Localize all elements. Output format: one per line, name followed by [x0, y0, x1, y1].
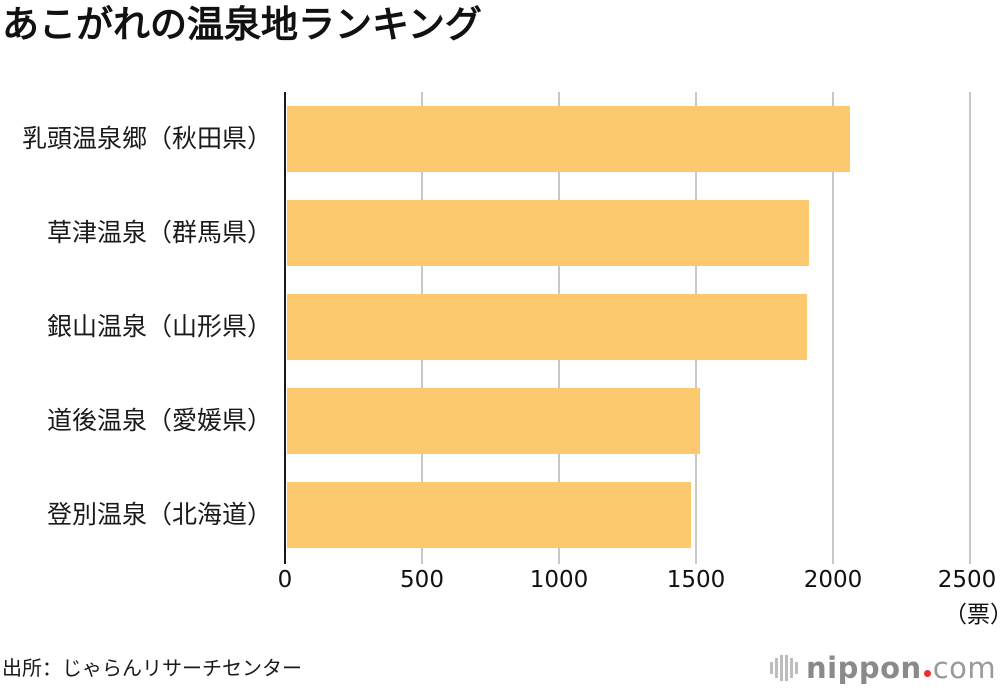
logo-text-tld: com	[932, 651, 997, 685]
bar	[287, 200, 809, 266]
category-label: 草津温泉（群馬県）	[46, 218, 272, 247]
bar	[287, 106, 850, 172]
x-tick-label: 500	[400, 567, 444, 593]
bar	[287, 388, 701, 454]
x-tick-label: 1500	[666, 567, 726, 593]
category-label: 乳頭温泉郷（秋田県）	[21, 124, 272, 153]
gridline-2500	[969, 92, 971, 564]
category-label: 道後温泉（愛媛県）	[46, 406, 272, 435]
category-label: 銀山温泉（山形県）	[46, 312, 272, 341]
y-axis-line	[284, 92, 286, 564]
logo-text-main: nippon	[806, 651, 922, 685]
gridline-2000	[832, 92, 834, 564]
sound-wave-icon	[770, 655, 798, 681]
bar	[287, 294, 808, 360]
x-tick-label: 2500	[937, 567, 997, 593]
logo-dot	[923, 670, 931, 677]
bar	[287, 482, 692, 548]
x-tick-label: 2000	[803, 567, 863, 593]
nippon-logo: nippon com	[770, 650, 996, 686]
x-tick-label: 1000	[529, 567, 589, 593]
x-axis-unit-label: （票）	[944, 602, 1000, 628]
category-label: 登別温泉（北海道）	[46, 500, 272, 529]
x-tick-label: 0	[277, 567, 293, 593]
chart-title: あこがれの温泉地ランキング	[2, 3, 482, 46]
source-note: 出所：じゃらんリサーチセンター	[2, 656, 302, 680]
